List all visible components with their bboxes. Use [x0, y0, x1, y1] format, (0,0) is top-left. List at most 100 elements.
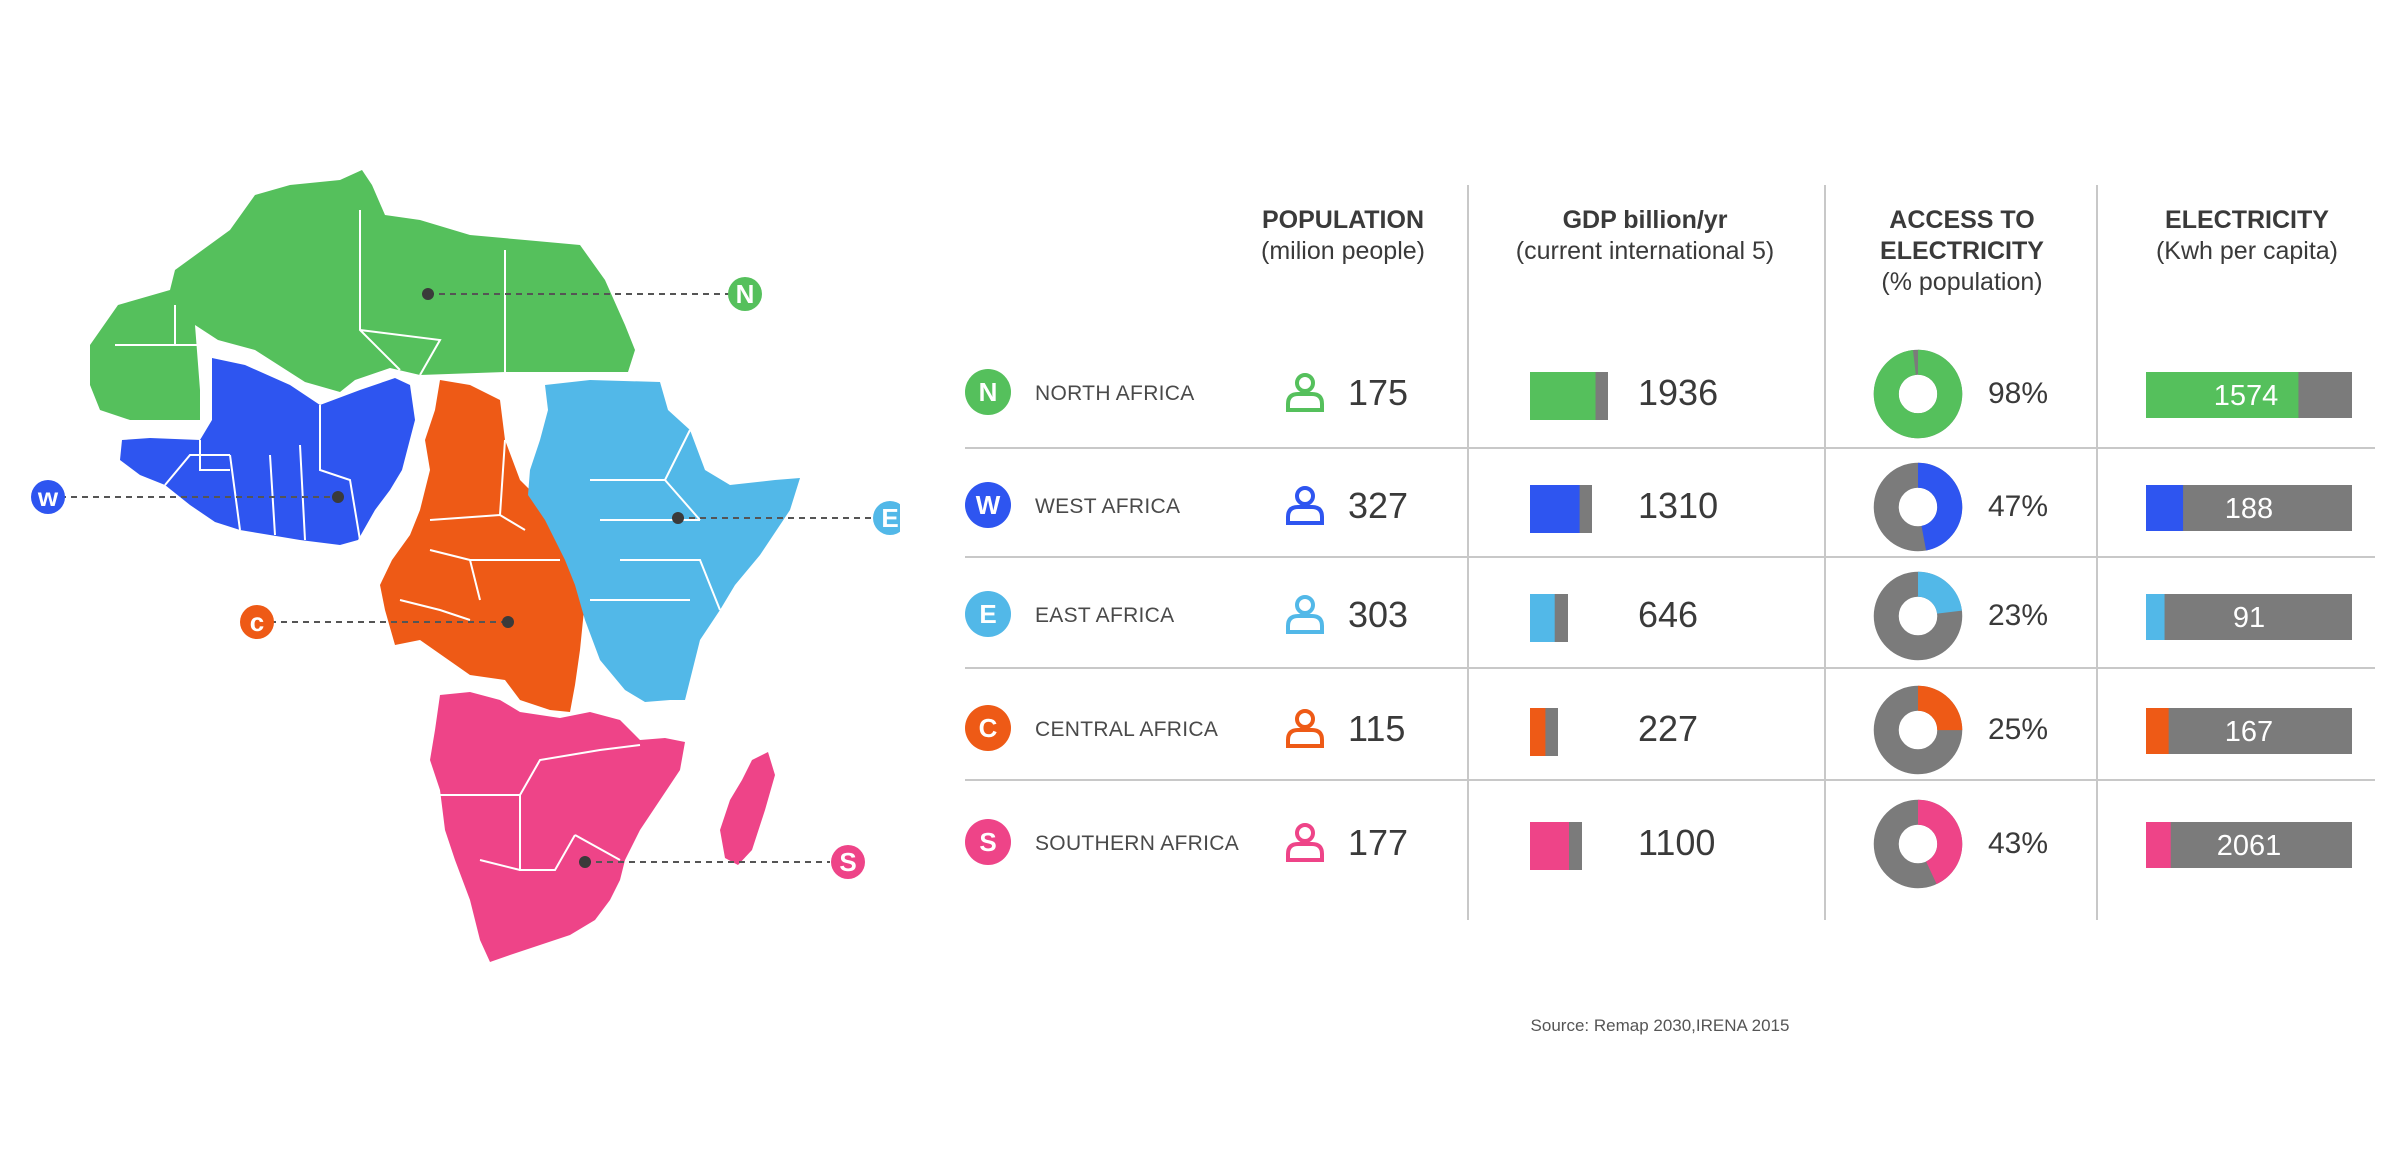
access-donut — [1873, 349, 1963, 439]
east-africa-region — [528, 380, 800, 702]
southern-africa-region — [430, 692, 685, 962]
svg-text:W: W — [976, 490, 1001, 520]
map-leader-lines — [60, 293, 872, 863]
population-value: 115 — [1348, 708, 1405, 749]
svg-text:E: E — [881, 503, 898, 533]
population-value: 175 — [1348, 372, 1408, 413]
electricity-bar: 91 — [2146, 594, 2352, 640]
region-name: WEST AFRICA — [1035, 495, 1180, 518]
region-name: CENTRAL AFRICA — [1035, 718, 1218, 741]
person-icon — [1286, 486, 1324, 525]
access-value: 25% — [1988, 713, 2048, 746]
electricity-bar: 2061 — [2146, 822, 2352, 868]
access-value: 23% — [1988, 599, 2048, 632]
person-icon — [1286, 373, 1324, 412]
map-badge-n: N — [728, 277, 762, 311]
region-name: EAST AFRICA — [1035, 604, 1174, 627]
access-donut — [1873, 799, 1963, 889]
gdp-value: 1936 — [1638, 372, 1718, 413]
madagascar-island — [720, 752, 775, 865]
gdp-bar — [1530, 594, 1568, 642]
gdp-value: 646 — [1638, 594, 1698, 635]
central-africa-region — [380, 380, 585, 712]
gdp-bar — [1530, 485, 1592, 533]
electricity-value: 91 — [2233, 602, 2265, 634]
svg-text:w: w — [37, 482, 59, 512]
header-access: ACCESS TO ELECTRICITY (% population) — [1880, 206, 2044, 296]
access-donut — [1873, 571, 1963, 661]
person-icon — [1286, 823, 1324, 862]
north-africa-region — [90, 170, 635, 420]
svg-text:GDP billion/yr: GDP billion/yr — [1563, 206, 1728, 234]
person-icon — [1286, 595, 1324, 634]
map-leader-dots — [332, 288, 684, 868]
map-badge-s: S — [831, 845, 865, 879]
table-row: S SOUTHERN AFRICA 177 1100 43% 2061 — [965, 799, 2352, 889]
electricity-bar: 1574 — [2146, 372, 2352, 418]
svg-text:ACCESS TO: ACCESS TO — [1889, 206, 2034, 234]
svg-text:S: S — [839, 847, 856, 877]
population-value: 177 — [1348, 822, 1408, 863]
gdp-bar — [1530, 708, 1558, 756]
map-badge-w: w — [31, 480, 65, 514]
table-row: W WEST AFRICA 327 1310 47% 188 — [965, 462, 2352, 552]
svg-text:N: N — [736, 279, 755, 309]
svg-text:ELECTRICITY: ELECTRICITY — [1880, 237, 2044, 265]
row-dividers — [965, 447, 2375, 781]
gdp-value: 1100 — [1638, 822, 1715, 863]
svg-text:POPULATION: POPULATION — [1262, 206, 1424, 234]
access-value: 47% — [1988, 490, 2048, 523]
map-badge-c: c — [240, 605, 274, 639]
header-electricity: ELECTRICITY (Kwh per capita) — [2156, 206, 2338, 265]
access-donut — [1873, 685, 1963, 775]
region-name: SOUTHERN AFRICA — [1035, 832, 1239, 855]
svg-text:(Kwh per capita): (Kwh per capita) — [2156, 237, 2338, 265]
region-name: NORTH AFRICA — [1035, 382, 1195, 405]
person-icon — [1286, 709, 1324, 748]
header-population: POPULATION (milion people) — [1261, 206, 1425, 265]
source-note: Source: Remap 2030,IRENA 2015 — [1531, 1016, 1790, 1035]
gdp-value: 1310 — [1638, 485, 1718, 526]
svg-text:S: S — [979, 827, 996, 857]
svg-text:E: E — [979, 599, 996, 629]
region-badge: W — [965, 482, 1011, 528]
west-africa-borders — [164, 405, 361, 541]
access-donut — [1873, 462, 1963, 552]
region-badge: S — [965, 819, 1011, 865]
access-value: 98% — [1988, 377, 2048, 410]
electricity-value: 2061 — [2217, 830, 2282, 862]
table-row: N NORTH AFRICA 175 1936 98% 1574 — [965, 349, 2352, 439]
svg-text:N: N — [979, 377, 998, 407]
region-badge: C — [965, 705, 1011, 751]
electricity-bar: 167 — [2146, 708, 2352, 754]
africa-region-map: N w E c S — [31, 170, 900, 962]
svg-text:c: c — [250, 607, 264, 637]
svg-text:(milion people): (milion people) — [1261, 237, 1425, 265]
region-badge: N — [965, 369, 1011, 415]
electricity-bar: 188 — [2146, 485, 2352, 531]
east-africa-borders — [590, 429, 721, 611]
population-value: 303 — [1348, 594, 1408, 635]
central-africa-borders — [399, 439, 560, 621]
svg-text:(current international 5): (current international 5) — [1516, 237, 1774, 265]
map-badge-e: E — [873, 501, 900, 535]
gdp-value: 227 — [1638, 708, 1698, 749]
gdp-bar — [1530, 822, 1582, 870]
electricity-value: 1574 — [2214, 380, 2279, 412]
access-value: 43% — [1988, 827, 2048, 860]
gdp-bar — [1530, 372, 1608, 420]
region-badge: E — [965, 591, 1011, 637]
column-dividers — [1467, 185, 2098, 920]
svg-text:(% population): (% population) — [1881, 268, 2042, 296]
electricity-value: 167 — [2225, 716, 2273, 748]
north-africa-borders — [115, 210, 506, 376]
svg-text:C: C — [979, 713, 998, 743]
svg-text:ELECTRICITY: ELECTRICITY — [2165, 206, 2329, 234]
electricity-value: 188 — [2225, 493, 2273, 525]
table-row: C CENTRAL AFRICA 115 227 25% 167 — [965, 685, 2352, 775]
southern-africa-borders — [440, 744, 641, 871]
population-value: 327 — [1348, 485, 1408, 526]
header-gdp: GDP billion/yr (current international 5) — [1516, 206, 1774, 265]
table-row: E EAST AFRICA 303 646 23% 91 — [965, 571, 2352, 661]
